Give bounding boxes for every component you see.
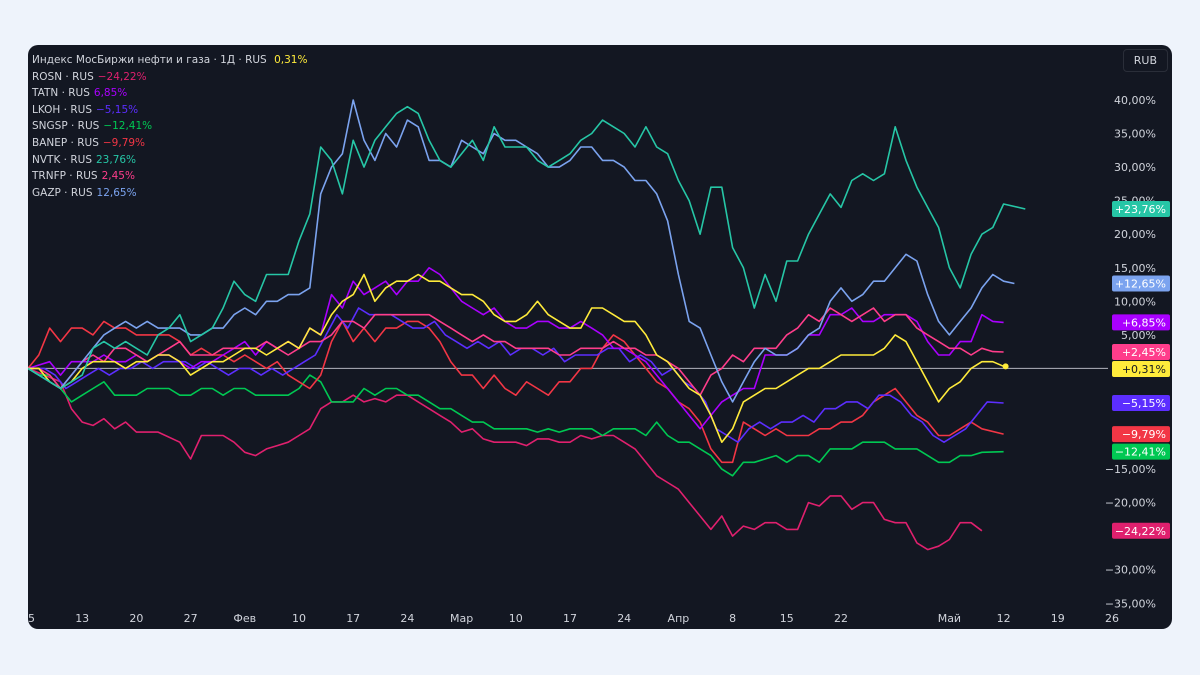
y-tick-label: 30,00%: [1114, 161, 1156, 174]
series-line-6[interactable]: [28, 307, 1004, 396]
y-tick-label: 5,00%: [1121, 329, 1156, 342]
x-tick-label: 27: [184, 612, 198, 625]
chart-title: Индекс МосБиржи нефти и газа · 1Д · RUS: [32, 54, 267, 66]
last-value-badge-1: +6,85%: [1112, 314, 1170, 331]
legend-item-value: 23,76%: [96, 153, 137, 166]
last-value-badge-4: −9,79%: [1112, 426, 1170, 443]
legend-item-name: LKOH · RUS: [32, 103, 92, 116]
series-line-5[interactable]: [28, 105, 1026, 390]
x-tick-label: 17: [346, 612, 360, 625]
legend-item-value: −24,22%: [97, 70, 147, 83]
y-tick-label: −20,00%: [1105, 497, 1156, 510]
y-tick-label: 40,00%: [1114, 94, 1156, 107]
y-tick-label: 10,00%: [1114, 295, 1156, 308]
x-tick-label: 24: [400, 612, 414, 625]
last-value-text: +23,76%: [1115, 203, 1166, 216]
legend-item[interactable]: LKOH · RUS −5,15%: [32, 102, 307, 119]
index-last-point: [1002, 363, 1009, 370]
last-value-text: +6,85%: [1122, 316, 1166, 329]
last-value-badge-7: +12,65%: [1112, 275, 1170, 292]
x-tick-label: 15: [780, 612, 794, 625]
legend-title-row[interactable]: Индекс МосБиржи нефти и газа · 1Д · RUS …: [32, 52, 307, 69]
x-tick-label: Мар: [450, 612, 473, 625]
x-tick-label: 10: [292, 612, 306, 625]
last-value-badge-3: −12,41%: [1112, 443, 1170, 460]
last-value-badge-8: +0,31%: [1112, 360, 1170, 377]
legend-item[interactable]: ROSN · RUS −24,22%: [32, 69, 307, 86]
chart-panel: 40,00%35,00%30,00%25,00%20,00%15,00%10,0…: [28, 45, 1172, 629]
last-value-text: −12,41%: [1115, 446, 1166, 459]
legend-item[interactable]: TRNFP · RUS 2,45%: [32, 168, 307, 185]
last-value-text: −24,22%: [1115, 525, 1166, 538]
series-line-7[interactable]: [28, 99, 1015, 403]
legend-item[interactable]: TATN · RUS 6,85%: [32, 85, 307, 102]
x-tick-label: Май: [938, 612, 961, 625]
y-tick-label: −35,00%: [1105, 597, 1156, 610]
legend-item[interactable]: GAZP · RUS 12,65%: [32, 185, 307, 202]
y-tick-label: 15,00%: [1114, 262, 1156, 275]
x-tick-label: 24: [617, 612, 631, 625]
x-tick-label: 13: [75, 612, 89, 625]
legend-item-name: NVTK · RUS: [32, 153, 92, 166]
last-value-text: +0,31%: [1122, 363, 1166, 376]
legend-item[interactable]: BANEP · RUS −9,79%: [32, 135, 307, 152]
legend-item-value: −12,41%: [103, 120, 153, 133]
y-tick-label: −15,00%: [1105, 463, 1156, 476]
x-tick-label: Фев: [233, 612, 256, 625]
last-value-text: −9,79%: [1122, 428, 1166, 441]
y-tick-label: −30,00%: [1105, 564, 1156, 577]
x-tick-label: 12: [997, 612, 1011, 625]
series-line-8[interactable]: [28, 273, 1004, 443]
legend-item[interactable]: NVTK · RUS 23,76%: [32, 152, 307, 169]
y-tick-label: 35,00%: [1114, 128, 1156, 141]
legend-item-value: −5,15%: [95, 103, 139, 116]
last-value-text: −5,15%: [1122, 397, 1166, 410]
series-line-1[interactable]: [28, 267, 1004, 430]
legend-item-value: 2,45%: [101, 170, 135, 183]
series-line-0[interactable]: [28, 367, 983, 551]
legend-item-name: TRNFP · RUS: [32, 170, 98, 183]
last-value-badge-0: −24,22%: [1112, 522, 1170, 539]
currency-button[interactable]: RUB: [1122, 49, 1168, 72]
y-tick-label: 20,00%: [1114, 228, 1156, 241]
series-line-2[interactable]: [28, 307, 1004, 443]
legend-item-name: TATN · RUS: [32, 87, 90, 100]
chart-title-value: 0,31%: [274, 54, 308, 66]
x-tick-label: 25: [28, 612, 35, 625]
x-tick-label: 8: [729, 612, 736, 625]
x-tick-label: 17: [563, 612, 577, 625]
chart-canvas[interactable]: 40,00%35,00%30,00%25,00%20,00%15,00%10,0…: [28, 45, 1172, 629]
x-tick-label: 10: [509, 612, 523, 625]
legend-item-value: 12,65%: [96, 186, 137, 199]
legend: Индекс МосБиржи нефти и газа · 1Д · RUS …: [32, 52, 307, 201]
x-tick-label: 26: [1105, 612, 1119, 625]
legend-item-name: SNGSP · RUS: [32, 120, 100, 133]
legend-item[interactable]: SNGSP · RUS −12,41%: [32, 118, 307, 135]
x-tick-label: 19: [1051, 612, 1065, 625]
legend-item-name: GAZP · RUS: [32, 186, 93, 199]
legend-item-value: 6,85%: [93, 87, 128, 100]
legend-item-value: −9,79%: [102, 136, 146, 149]
series-line-3[interactable]: [28, 367, 1004, 477]
x-tick-label: 22: [834, 612, 848, 625]
last-value-badge-6: +2,45%: [1112, 343, 1170, 360]
legend-item-name: BANEP · RUS: [32, 136, 99, 149]
last-value-badge-5: +23,76%: [1112, 200, 1170, 217]
last-value-text: +12,65%: [1115, 278, 1166, 291]
x-tick-label: 20: [129, 612, 143, 625]
legend-item-name: ROSN · RUS: [32, 70, 94, 83]
x-tick-label: Апр: [668, 612, 690, 625]
last-value-text: +2,45%: [1122, 346, 1166, 359]
last-value-badge-2: −5,15%: [1112, 394, 1170, 411]
